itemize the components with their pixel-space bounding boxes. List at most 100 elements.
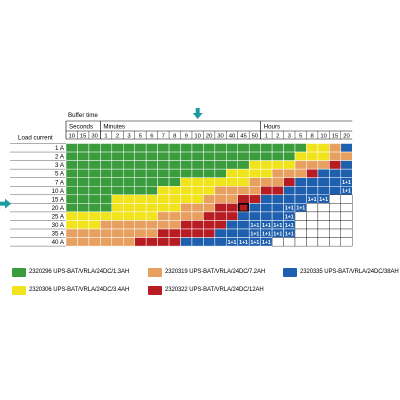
table-cell — [329, 186, 342, 196]
table-cell — [65, 228, 78, 238]
table-cell — [283, 177, 296, 187]
table-cell — [88, 203, 101, 213]
table-cell — [145, 237, 158, 247]
highlight-column-arrow — [192, 108, 203, 119]
table-cell — [100, 143, 113, 153]
table-cell — [283, 186, 296, 196]
table-cell — [260, 186, 273, 196]
table-cell — [237, 186, 250, 196]
table-cell — [248, 203, 261, 213]
column-label-5: 5 — [299, 134, 303, 140]
table-cell — [214, 186, 227, 196]
table-cell — [317, 220, 330, 230]
table-cell — [203, 168, 216, 178]
column-label-5: 5 — [139, 134, 143, 140]
table-cell — [180, 151, 193, 161]
table-cell — [214, 177, 227, 187]
table-cell — [157, 211, 170, 221]
table-cell — [168, 168, 181, 178]
table-cell — [111, 168, 124, 178]
table-cell — [271, 211, 284, 221]
table-cell — [283, 194, 296, 204]
table-cell — [100, 186, 113, 196]
table-cell — [134, 194, 147, 204]
table-cell — [65, 151, 78, 161]
table-cell — [88, 220, 101, 230]
table-cell — [226, 160, 239, 170]
dual-battery-label: 1+1 — [251, 240, 260, 246]
table-cell — [168, 228, 181, 238]
table-cell — [111, 203, 124, 213]
table-cell — [306, 151, 319, 161]
table-cell — [65, 160, 78, 170]
table-cell — [306, 177, 319, 187]
table-cell — [214, 168, 227, 178]
table-cell — [157, 220, 170, 230]
dual-battery-label: 1+1 — [262, 223, 271, 229]
table-cell — [203, 194, 216, 204]
table-cell — [145, 186, 158, 196]
table-cell — [168, 186, 181, 196]
table-cell — [123, 203, 135, 213]
table-cell — [237, 194, 250, 204]
table-cell — [145, 177, 158, 187]
table-cell — [203, 151, 216, 161]
table-cell — [168, 143, 181, 153]
table-cell — [157, 237, 170, 247]
table-cell — [180, 186, 193, 196]
table-cell — [214, 203, 227, 213]
table-cell — [317, 186, 330, 196]
table-cell — [191, 186, 204, 196]
table-cell — [65, 194, 78, 204]
table-cell — [306, 228, 319, 238]
row-label: 25 A — [52, 213, 65, 220]
table-cell — [180, 194, 193, 204]
table-cell — [123, 194, 135, 204]
table-cell — [317, 160, 330, 170]
dual-battery-label: 1+1 — [251, 223, 260, 229]
column-label-20: 20 — [206, 134, 213, 140]
table-cell — [317, 168, 330, 178]
table-cell — [294, 237, 307, 247]
table-cell — [134, 186, 147, 196]
table-cell — [203, 237, 216, 247]
dual-battery-label: 1+1 — [342, 189, 351, 195]
table-cell — [271, 203, 284, 213]
table-cell — [145, 203, 158, 213]
table-cell — [191, 220, 204, 230]
table-cell — [226, 168, 239, 178]
table-cell — [168, 151, 181, 161]
table-cell — [65, 220, 78, 230]
table-cell — [340, 220, 353, 230]
table-cell — [123, 151, 135, 161]
table-cell — [88, 143, 101, 153]
table-cell — [340, 237, 353, 247]
table-cell — [329, 203, 341, 213]
table-cell — [248, 151, 261, 161]
table-cell — [168, 177, 181, 187]
table-cell — [237, 177, 250, 187]
table-cell — [157, 177, 170, 187]
table-cell — [123, 160, 135, 170]
table-cell — [65, 143, 78, 153]
table-cell — [100, 211, 113, 221]
table-cell — [271, 186, 284, 196]
legend-label: 2320296 UPS-BAT/VRLA/24DC/1.3AH — [29, 269, 130, 275]
dual-battery-label: 1+1 — [319, 197, 328, 203]
table-cell — [168, 194, 181, 204]
legend-swatch-orange — [148, 268, 162, 277]
table-cell — [260, 160, 273, 170]
row-label: 7 A — [55, 179, 65, 186]
table-cell — [283, 168, 296, 178]
table-cell — [214, 160, 227, 170]
table-cell — [180, 168, 193, 178]
table-cell — [191, 151, 204, 161]
legend: 2320296 UPS-BAT/VRLA/24DC/1.3AH 2320319 … — [12, 266, 400, 306]
table-cell — [283, 143, 296, 153]
table-cell — [88, 237, 101, 247]
table-cell — [191, 211, 204, 221]
table-cell — [317, 177, 330, 187]
table-cell — [214, 237, 227, 247]
table-cell — [340, 203, 353, 213]
table-cell — [214, 220, 227, 230]
